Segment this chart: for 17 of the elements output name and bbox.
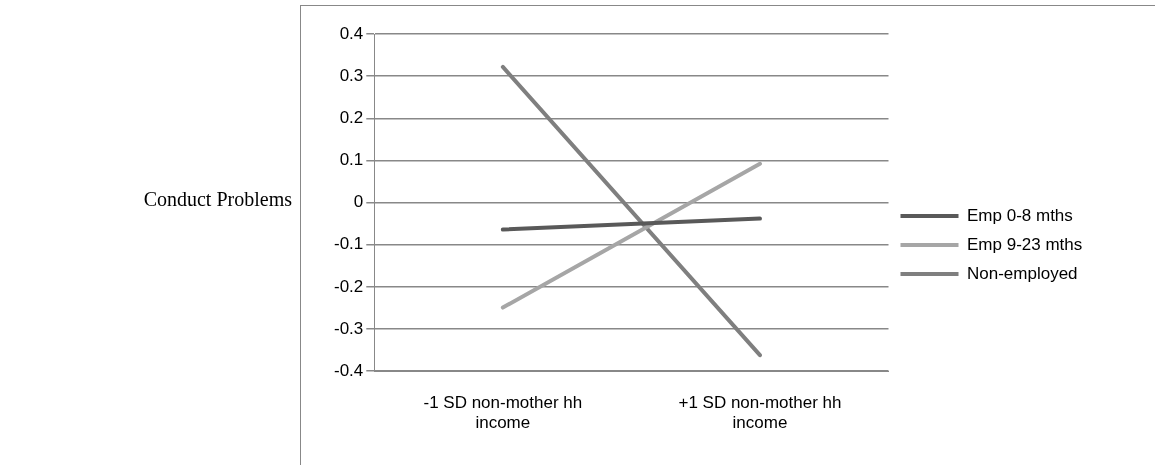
y-tick-label: 0.1: [339, 150, 364, 170]
y-tick-label: 0: [353, 192, 364, 212]
y-tick-label: -0.1: [334, 234, 364, 254]
legend-label: Emp 9-23 mths: [967, 234, 1083, 254]
y-tick-label: -0.4: [334, 360, 364, 380]
legend-label: Non-employed: [967, 263, 1078, 283]
category-label: income: [732, 413, 788, 433]
category-label: -1 SD non-mother hh: [423, 393, 583, 413]
y-tick-label: -0.2: [334, 276, 364, 296]
category-label: +1 SD non-mother hh: [678, 393, 842, 413]
y-tick-label: 0.2: [339, 107, 364, 127]
y-tick-label: -0.3: [334, 318, 364, 338]
legend-label: Emp 0-8 mths: [967, 205, 1073, 225]
y-tick-label: 0.3: [339, 65, 364, 85]
y-tick-label: 0.4: [339, 23, 364, 43]
category-label: income: [475, 413, 531, 433]
y-axis-title: Conduct Problems: [142, 188, 292, 211]
